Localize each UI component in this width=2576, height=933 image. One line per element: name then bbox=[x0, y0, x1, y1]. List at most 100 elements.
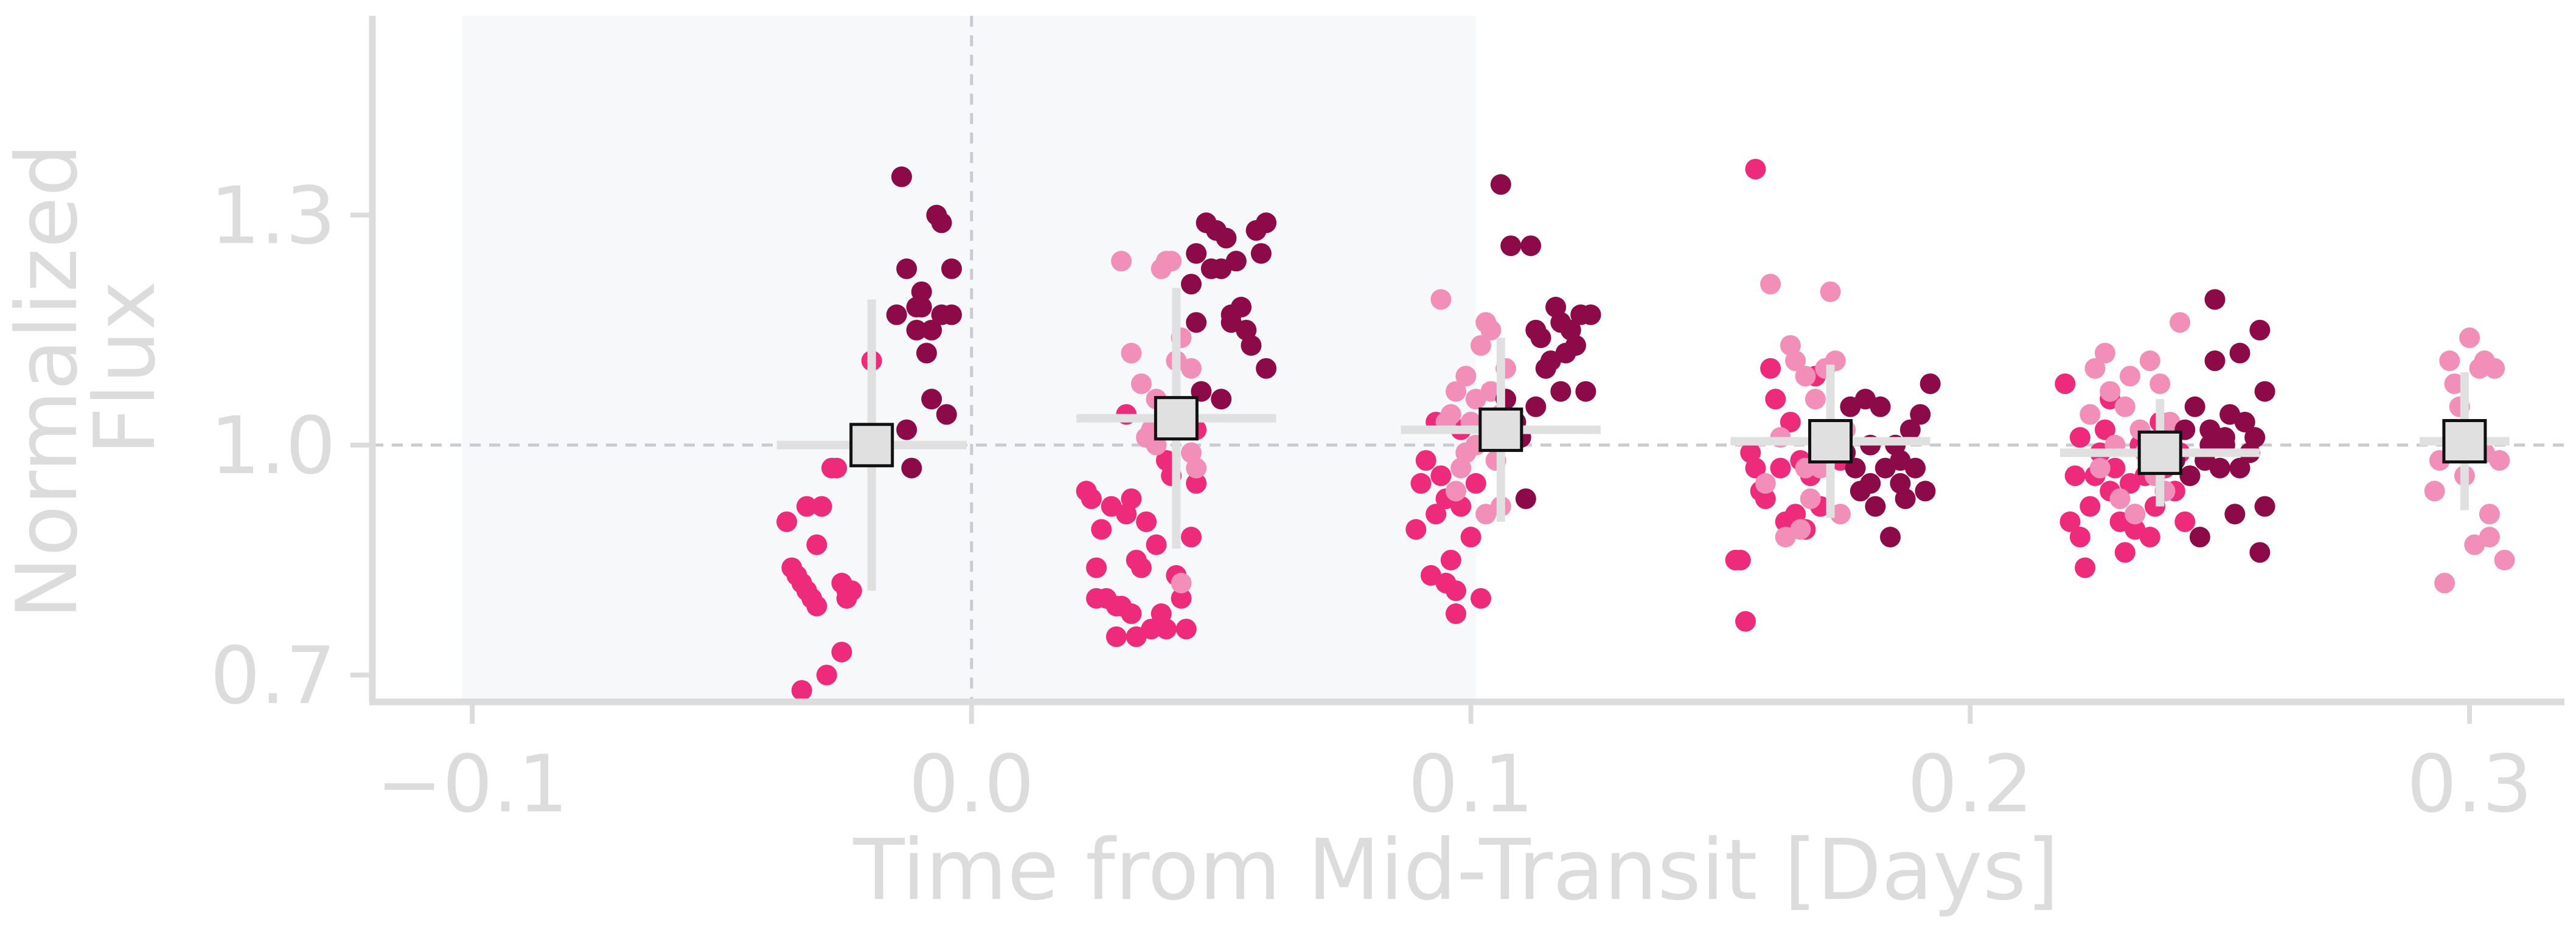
data-point bbox=[1525, 396, 1547, 417]
data-point bbox=[1440, 404, 1461, 425]
data-point bbox=[2434, 572, 2456, 594]
data-point bbox=[941, 258, 963, 279]
data-point bbox=[896, 419, 917, 440]
data-point bbox=[2184, 396, 2205, 417]
data-point bbox=[1180, 527, 1202, 548]
x-tick-label: 0.2 bbox=[1907, 738, 2033, 830]
data-point bbox=[931, 212, 952, 234]
data-point bbox=[2114, 396, 2136, 417]
data-point bbox=[2069, 527, 2090, 548]
data-point bbox=[2094, 419, 2115, 440]
data-point bbox=[1465, 473, 1486, 494]
data-points bbox=[776, 159, 2515, 701]
data-point bbox=[1186, 457, 1207, 479]
binned-point bbox=[1401, 338, 1601, 522]
data-point bbox=[1770, 457, 1791, 479]
data-point bbox=[2229, 457, 2251, 479]
data-point bbox=[1220, 312, 1242, 333]
data-point bbox=[1455, 442, 1477, 463]
data-point bbox=[2069, 427, 2090, 448]
data-point bbox=[1180, 274, 1202, 295]
data-point bbox=[1765, 389, 1786, 410]
data-point bbox=[1256, 212, 1277, 234]
data-point bbox=[1745, 159, 1766, 180]
data-point bbox=[2080, 404, 2101, 425]
x-tick-label: 0.0 bbox=[908, 738, 1034, 830]
data-point bbox=[2104, 457, 2126, 479]
data-point bbox=[1180, 358, 1202, 379]
data-point bbox=[2444, 373, 2465, 394]
data-point bbox=[1910, 404, 1931, 425]
data-point bbox=[1415, 449, 1436, 471]
data-point bbox=[1880, 527, 1901, 548]
data-point bbox=[1081, 488, 1102, 510]
binned-marker bbox=[1808, 418, 1853, 463]
data-point bbox=[1445, 580, 1466, 602]
data-point bbox=[1820, 281, 1841, 302]
data-point bbox=[1515, 488, 1536, 510]
binned-point bbox=[1076, 288, 1276, 549]
data-point bbox=[1865, 496, 1886, 517]
data-point bbox=[1890, 449, 1911, 471]
data-point bbox=[1091, 519, 1112, 540]
data-point bbox=[1445, 381, 1466, 402]
data-point bbox=[2089, 457, 2111, 479]
data-point bbox=[1760, 358, 1781, 379]
data-point bbox=[891, 166, 912, 187]
data-point bbox=[1800, 488, 1821, 510]
binned-marker bbox=[2442, 418, 2487, 463]
data-point bbox=[1805, 389, 1826, 410]
data-point bbox=[1216, 227, 1237, 249]
data-point bbox=[1575, 381, 1596, 402]
axis-ticks: −0.1 0.0 0.1 0.2 0.3 0.7 1.0 1.3 bbox=[210, 170, 2532, 830]
data-point bbox=[2494, 549, 2515, 571]
binned-point bbox=[776, 299, 967, 591]
data-point bbox=[2059, 511, 2081, 532]
data-point bbox=[1445, 603, 1466, 625]
data-point bbox=[2075, 557, 2096, 578]
data-point bbox=[1745, 457, 1766, 479]
data-point bbox=[2174, 511, 2196, 532]
data-point bbox=[1086, 557, 1107, 578]
data-point bbox=[796, 496, 818, 517]
binned-marker bbox=[1478, 408, 1523, 453]
data-point bbox=[2244, 427, 2266, 448]
data-point bbox=[841, 580, 862, 602]
data-point bbox=[1780, 411, 1801, 432]
data-point bbox=[1141, 619, 1162, 640]
data-point bbox=[1231, 296, 1252, 317]
y-tick-label: 1.0 bbox=[210, 400, 336, 492]
data-point bbox=[896, 258, 917, 279]
data-point bbox=[2125, 519, 2146, 540]
data-point bbox=[806, 534, 827, 555]
data-point bbox=[911, 296, 932, 317]
x-tick-label: 0.3 bbox=[2407, 738, 2533, 830]
data-point bbox=[2254, 496, 2275, 517]
data-point bbox=[2229, 342, 2251, 364]
data-point bbox=[1405, 519, 1427, 540]
data-point bbox=[1860, 473, 1881, 494]
data-point bbox=[2119, 366, 2140, 387]
data-point bbox=[2055, 373, 2076, 394]
data-point bbox=[906, 319, 927, 341]
data-point bbox=[2224, 504, 2246, 525]
data-point bbox=[1899, 419, 1921, 440]
data-point bbox=[2094, 342, 2115, 364]
data-point bbox=[2179, 465, 2201, 487]
binned-marker bbox=[1154, 396, 1199, 441]
data-point bbox=[1790, 519, 1811, 540]
data-point bbox=[2125, 504, 2146, 525]
data-point bbox=[1490, 174, 1511, 195]
data-point bbox=[2479, 504, 2500, 525]
data-point bbox=[831, 642, 852, 663]
data-point bbox=[1111, 251, 1132, 272]
binned-point bbox=[2060, 399, 2260, 507]
data-point bbox=[1565, 335, 1586, 356]
data-point bbox=[1455, 366, 1477, 387]
data-point bbox=[1225, 251, 1247, 272]
data-point bbox=[1471, 588, 1492, 609]
data-point bbox=[2139, 350, 2160, 372]
data-point bbox=[941, 304, 963, 325]
data-point bbox=[1211, 389, 1232, 410]
shaded-transit-region bbox=[462, 16, 1476, 702]
